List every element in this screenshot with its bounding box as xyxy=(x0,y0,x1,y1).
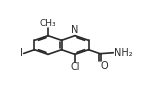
Text: O: O xyxy=(101,61,108,71)
Text: N: N xyxy=(71,25,79,35)
Text: NH₂: NH₂ xyxy=(114,48,132,58)
Text: Cl: Cl xyxy=(70,62,80,72)
Text: I: I xyxy=(20,48,23,58)
Text: CH₃: CH₃ xyxy=(40,19,56,28)
